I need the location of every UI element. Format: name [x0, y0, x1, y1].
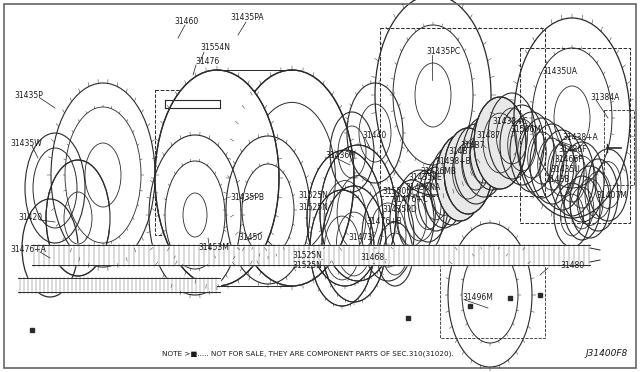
- Text: 31468: 31468: [360, 253, 384, 263]
- Text: 31435PE: 31435PE: [408, 173, 442, 183]
- Text: 31525N: 31525N: [292, 250, 322, 260]
- Text: J31400F8: J31400F8: [586, 350, 628, 359]
- Text: 31435PD: 31435PD: [382, 205, 417, 215]
- Text: 31436NA: 31436NA: [405, 183, 440, 192]
- Ellipse shape: [436, 135, 484, 221]
- Text: 314B7: 314B7: [460, 141, 484, 150]
- Text: 31487: 31487: [476, 131, 500, 140]
- Bar: [520, 48, 630, 223]
- Text: 31438+A: 31438+A: [562, 134, 598, 142]
- Text: 31435PC: 31435PC: [426, 48, 460, 57]
- Text: 31435P: 31435P: [14, 90, 43, 99]
- Bar: [440, 248, 545, 338]
- Text: 31384A: 31384A: [590, 93, 620, 103]
- Text: 31525N: 31525N: [298, 190, 328, 199]
- Text: 31453M: 31453M: [198, 244, 229, 253]
- Bar: [604, 110, 634, 185]
- Text: 31473: 31473: [348, 234, 372, 243]
- Text: 31486F: 31486F: [558, 145, 586, 154]
- Text: 31435W: 31435W: [10, 138, 42, 148]
- Text: 31438+C: 31438+C: [492, 118, 528, 126]
- Text: 31466F: 31466F: [554, 155, 582, 164]
- Text: 31438+B: 31438+B: [435, 157, 470, 167]
- Text: 31420: 31420: [18, 214, 42, 222]
- Text: 31436M: 31436M: [325, 151, 356, 160]
- Ellipse shape: [230, 70, 354, 286]
- Text: 31460: 31460: [174, 17, 198, 26]
- Text: 31440: 31440: [362, 131, 387, 140]
- Text: 31435PB: 31435PB: [230, 193, 264, 202]
- Bar: [380, 28, 545, 196]
- Text: 31476+C: 31476+C: [392, 196, 428, 205]
- Text: NOTE >■..... NOT FOR SALE, THEY ARE COMPONENT PARTS OF SEC.310(31020).: NOTE >■..... NOT FOR SALE, THEY ARE COMP…: [162, 351, 454, 357]
- Text: 31550N: 31550N: [382, 187, 412, 196]
- Ellipse shape: [444, 128, 492, 214]
- Text: 31525N: 31525N: [298, 203, 328, 212]
- Text: 31506M: 31506M: [510, 125, 541, 135]
- Text: 314B7: 314B7: [448, 148, 472, 157]
- Text: 31554N: 31554N: [200, 44, 230, 52]
- Text: 31476+B: 31476+B: [366, 218, 402, 227]
- Text: 31476+A: 31476+A: [10, 246, 46, 254]
- Text: 31525N: 31525N: [292, 262, 322, 270]
- Text: 31496M: 31496M: [462, 294, 493, 302]
- Text: 31480: 31480: [560, 260, 584, 269]
- Ellipse shape: [474, 97, 526, 189]
- Ellipse shape: [155, 70, 279, 286]
- Text: 3143B: 3143B: [545, 176, 570, 185]
- Text: 31436MB: 31436MB: [420, 167, 456, 176]
- Text: 31435U: 31435U: [550, 166, 580, 174]
- Bar: [155, 90, 310, 235]
- Text: 31450: 31450: [238, 234, 262, 243]
- Text: 31476: 31476: [195, 58, 220, 67]
- Text: 31435PA: 31435PA: [230, 13, 264, 22]
- Text: 31435UA: 31435UA: [542, 67, 577, 77]
- Text: 31407M: 31407M: [596, 190, 627, 199]
